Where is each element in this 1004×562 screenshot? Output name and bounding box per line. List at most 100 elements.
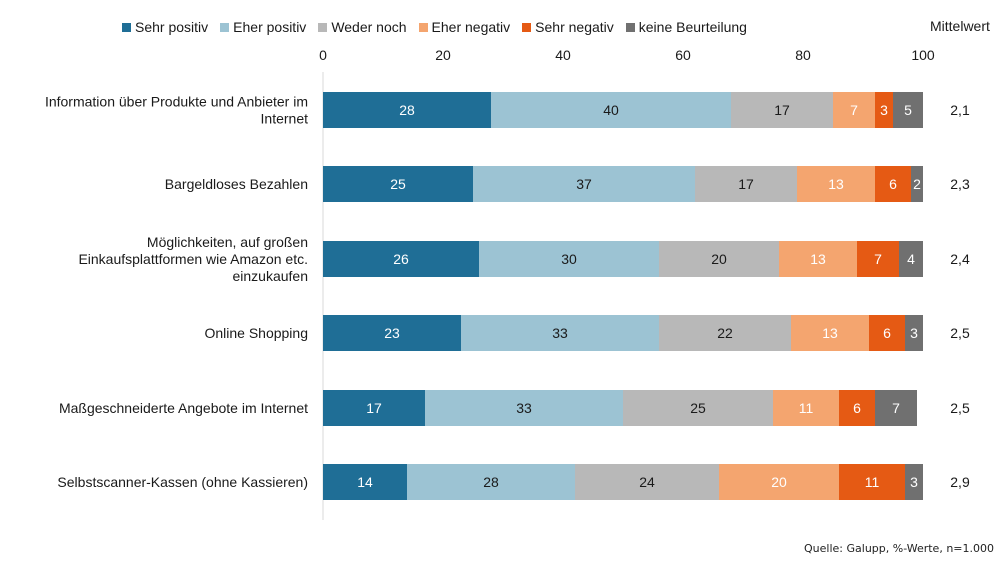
bar-segment bbox=[839, 464, 905, 500]
bar-value-label: 20 bbox=[771, 474, 787, 490]
category-label: Selbstscanner-Kassen (ohne Kassieren) bbox=[57, 474, 308, 490]
bar-segment bbox=[323, 390, 425, 426]
bar-segment bbox=[695, 166, 797, 202]
legend-item: Sehr negativ bbox=[522, 19, 614, 35]
legend-swatch bbox=[522, 22, 532, 32]
bar-value-label: 7 bbox=[850, 102, 858, 118]
bar-value-label: 33 bbox=[516, 400, 532, 416]
x-tick-label: 20 bbox=[435, 47, 451, 63]
bar-segment bbox=[323, 241, 479, 277]
bar-value-label: 3 bbox=[910, 474, 918, 490]
legend-item: keine Beurteilung bbox=[625, 19, 747, 35]
bar-value-label: 22 bbox=[717, 325, 733, 341]
bar-value-label: 7 bbox=[874, 251, 882, 267]
category-label: Information über Produkte und Anbieter i… bbox=[45, 94, 308, 127]
bar-segment bbox=[779, 241, 857, 277]
bar-value-label: 11 bbox=[799, 400, 814, 416]
category-label: Online Shopping bbox=[204, 325, 308, 341]
bar-segment bbox=[323, 315, 461, 351]
bar-value-label: 17 bbox=[738, 176, 754, 192]
source-note: Quelle: Galupp, %-Werte, n=1.000 bbox=[804, 542, 994, 555]
bar-segment bbox=[461, 315, 659, 351]
bar-segment bbox=[491, 92, 731, 128]
bar-segment bbox=[719, 464, 839, 500]
bar-segment bbox=[899, 241, 923, 277]
mean-value: 2,9 bbox=[950, 474, 970, 490]
mean-column-header: Mittelwert bbox=[930, 18, 990, 34]
bar-value-label: 17 bbox=[366, 400, 382, 416]
bar-value-label: 20 bbox=[711, 251, 727, 267]
bar-value-label: 13 bbox=[828, 176, 844, 192]
bar-value-label: 13 bbox=[822, 325, 838, 341]
bar-value-label: 6 bbox=[889, 176, 897, 192]
bar-segment bbox=[875, 92, 893, 128]
bar-value-label: 13 bbox=[810, 251, 826, 267]
bar-segment bbox=[833, 92, 875, 128]
legend-label: Weder noch bbox=[331, 19, 407, 35]
bar-segment bbox=[323, 92, 491, 128]
bar-segment bbox=[473, 166, 695, 202]
bar-value-label: 26 bbox=[393, 251, 409, 267]
bar-segment bbox=[575, 464, 719, 500]
bar-segment bbox=[323, 464, 407, 500]
legend-label: Sehr positiv bbox=[135, 19, 209, 35]
mean-value: 2,3 bbox=[950, 176, 970, 192]
legend-item: Sehr positiv bbox=[122, 19, 208, 35]
legend-swatch bbox=[122, 22, 131, 32]
category-label: Möglichkeiten, auf großen Einkaufsplattfo… bbox=[78, 234, 308, 284]
bar-segment bbox=[479, 241, 659, 277]
x-tick-label: 40 bbox=[555, 47, 571, 63]
bar-segment bbox=[875, 390, 917, 426]
bar-value-label: 24 bbox=[639, 474, 655, 490]
category-label: Maßgeschneiderte Angebote im Internet bbox=[59, 400, 308, 416]
mean-value: 2,5 bbox=[950, 325, 970, 341]
bar-segment bbox=[623, 390, 773, 426]
bar-value-label: 33 bbox=[552, 325, 568, 341]
bar-segment bbox=[407, 464, 575, 500]
bar-segment bbox=[839, 390, 875, 426]
mean-value: 2,4 bbox=[950, 251, 970, 267]
legend-label: Eher negativ bbox=[431, 19, 511, 35]
bar-value-label: 2 bbox=[913, 176, 921, 192]
mean-value: 2,5 bbox=[950, 400, 970, 416]
bar-segment bbox=[659, 241, 779, 277]
bar-value-label: 17 bbox=[774, 102, 790, 118]
category-label: Bargeldloses Bezahlen bbox=[165, 176, 308, 192]
bar-segment bbox=[893, 92, 923, 128]
legend-swatch bbox=[625, 22, 635, 32]
bar-value-label: 6 bbox=[883, 325, 891, 341]
mean-value: 2,1 bbox=[950, 102, 970, 118]
x-tick-label: 0 bbox=[319, 47, 327, 63]
bar-value-label: 3 bbox=[910, 325, 918, 341]
bar-value-label: 37 bbox=[576, 176, 592, 192]
x-tick-label: 100 bbox=[911, 47, 935, 63]
legend-item: Eher negativ bbox=[418, 19, 511, 35]
legend-swatch bbox=[220, 22, 230, 32]
x-tick-label: 60 bbox=[675, 47, 691, 63]
legend-swatch bbox=[418, 22, 428, 32]
bar-value-label: 23 bbox=[384, 325, 400, 341]
bar-segment bbox=[905, 464, 923, 500]
bar-segment bbox=[857, 241, 899, 277]
bar-value-label: 6 bbox=[853, 400, 861, 416]
bar-segment bbox=[911, 166, 923, 202]
legend-item: Weder noch bbox=[318, 19, 407, 35]
bar-value-label: 7 bbox=[892, 400, 900, 416]
bar-value-label: 25 bbox=[390, 176, 406, 192]
bar-segment bbox=[731, 92, 833, 128]
legend-item: Eher positiv bbox=[220, 19, 306, 35]
legend-label: keine Beurteilung bbox=[638, 19, 747, 35]
legend: Sehr positiv Eher positiv Weder noch Eher n… bbox=[122, 17, 759, 37]
bar-segment bbox=[869, 315, 905, 351]
bar-segment bbox=[905, 315, 923, 351]
bar-value-label: 40 bbox=[603, 102, 619, 118]
bar-value-label: 5 bbox=[904, 102, 912, 118]
bar-value-label: 3 bbox=[880, 102, 888, 118]
bar-value-label: 4 bbox=[907, 251, 915, 267]
bar-value-label: 25 bbox=[690, 400, 706, 416]
bar-segment bbox=[773, 390, 839, 426]
bar-value-label: 14 bbox=[357, 474, 373, 490]
bar-segment bbox=[875, 166, 911, 202]
